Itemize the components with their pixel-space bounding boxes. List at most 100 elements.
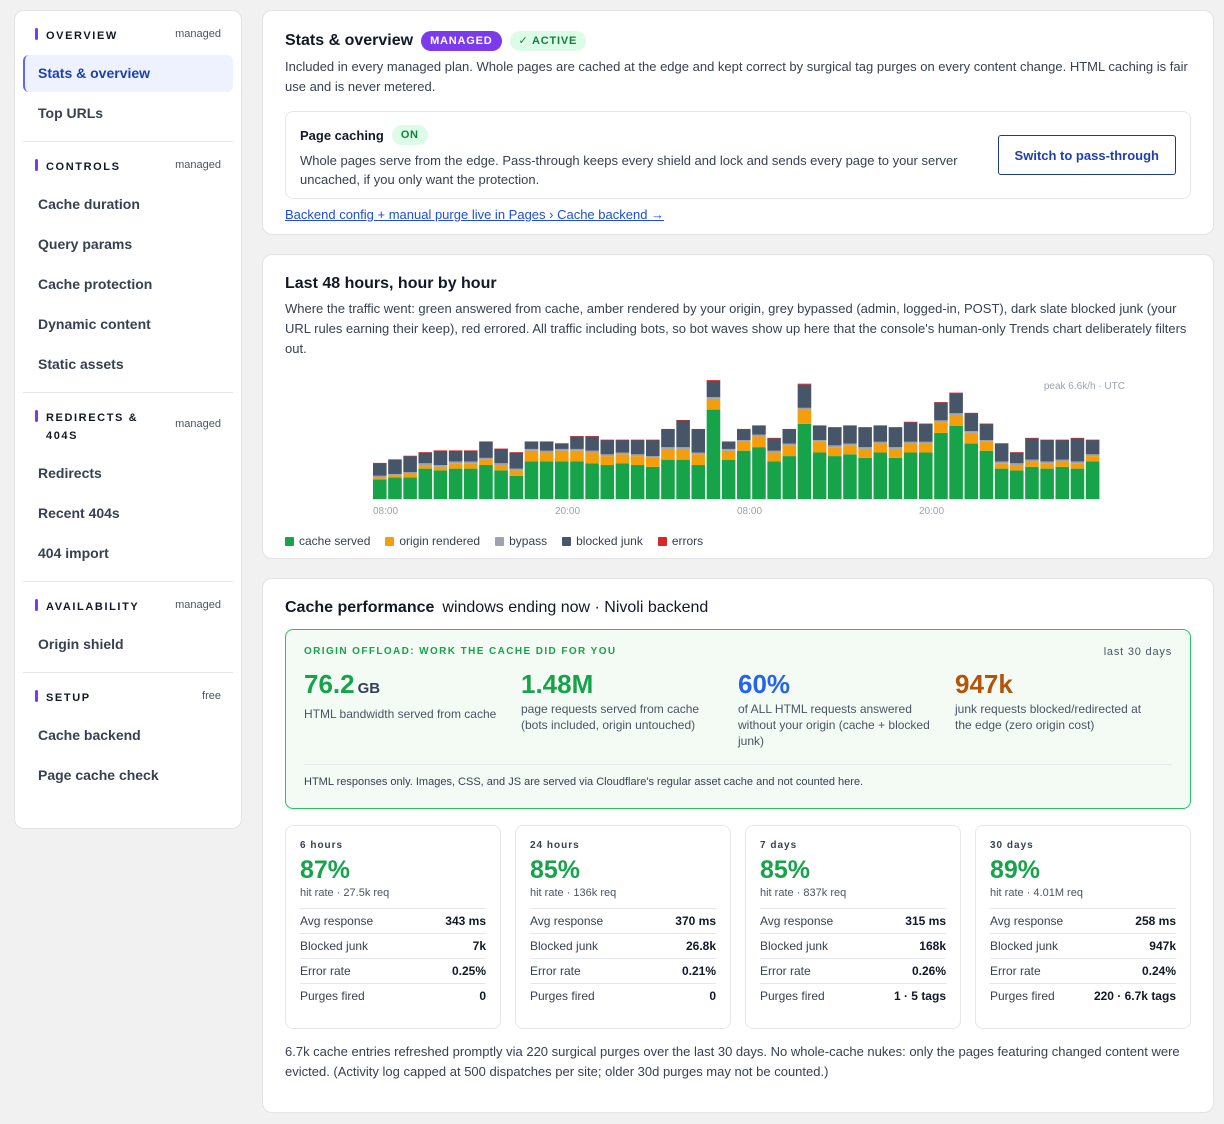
sidebar-item-stats-overview[interactable]: Stats & overview <box>23 55 233 92</box>
bar-segment-blocked-junk <box>767 438 781 451</box>
sidebar-group-overview: OVERVIEW managed Stats & overview Top UR… <box>23 11 233 142</box>
sidebar-item-origin-shield[interactable]: Origin shield <box>38 636 124 652</box>
bar-segment-bypass <box>1010 463 1024 466</box>
sidebar-item-cache-backend[interactable]: Cache backend <box>38 727 141 743</box>
stat-value: 343 ms <box>445 914 486 928</box>
bar-segment-origin-rendered <box>706 398 721 410</box>
bar-segment-blocked-junk <box>448 450 463 462</box>
cache-backend-link[interactable]: Backend config + manual purge live in Pa… <box>285 207 665 222</box>
bar-segment-origin-rendered <box>1025 461 1039 467</box>
sidebar-group-header: AVAILABILITY managed <box>23 594 233 626</box>
bar-segment-blocked-junk <box>721 441 736 449</box>
sidebar-item-page-cache-check[interactable]: Page cache check <box>38 767 159 783</box>
x-tick-label: 08:00 <box>737 506 762 517</box>
group-accent-bar <box>35 159 38 171</box>
table-row: Purges fired 220 · 6.7k tags <box>990 984 1176 1009</box>
legend-swatch <box>657 536 667 546</box>
bar-segment-bypass <box>979 440 994 442</box>
bar-segment-blocked-junk <box>888 427 903 448</box>
offload-title: ORIGIN OFFLOAD: WORK THE CACHE DID FOR Y… <box>304 646 617 657</box>
bar-segment-bypass <box>539 450 554 453</box>
bar-segment-errors <box>600 439 615 441</box>
sidebar-item-recent-404s[interactable]: Recent 404s <box>38 505 120 521</box>
bar-segment-origin-rendered <box>570 450 584 462</box>
legend-label: cache served <box>299 534 371 548</box>
sidebar-item-dynamic-content[interactable]: Dynamic content <box>38 316 151 332</box>
stat-label: Purges fired <box>530 989 595 1003</box>
bar-segment-cache-served <box>964 443 979 499</box>
sidebar-group-title: CONTROLS <box>46 161 121 173</box>
legend-swatch <box>562 536 572 546</box>
bar-segment-blocked-junk <box>539 441 554 451</box>
bar-segment-origin-rendered <box>858 448 872 458</box>
bar-segment-origin-rendered <box>737 441 751 451</box>
bar-segment-errors <box>1040 439 1054 441</box>
time-windows: 6 hours 87% hit rate · 27.5k req Avg respon… <box>285 825 1191 1029</box>
window-label: 6 hours <box>300 840 344 851</box>
bar-segment-origin-rendered <box>888 448 903 458</box>
bar-segment-origin-rendered <box>418 465 433 469</box>
bar-segment-blocked-junk <box>570 436 584 449</box>
table-row: Blocked junk 947k <box>990 934 1176 959</box>
bar-segment-errors <box>509 452 524 453</box>
bar-segment-blocked-junk <box>1070 438 1085 462</box>
window-label: 30 days <box>990 840 1034 851</box>
window-card: 6 hours 87% hit rate · 27.5k req Avg respon… <box>285 825 501 1029</box>
page-title: Stats & overview <box>285 32 414 49</box>
page-caching-label: Page caching <box>300 127 384 143</box>
bar-segment-origin-rendered <box>812 441 827 453</box>
bar-segment-origin-rendered <box>646 457 660 467</box>
bar-segment-blocked-junk <box>661 429 675 448</box>
legend-label: errors <box>671 534 704 548</box>
sidebar-item-query-params[interactable]: Query params <box>38 236 133 252</box>
page-caching-panel: Page caching ON Whole pages serve from t… <box>285 111 1191 199</box>
stat-label: Purges fired <box>300 989 365 1003</box>
bar-segment-cache-served <box>737 450 751 499</box>
table-row: Purges fired 1 · 5 tags <box>760 984 946 1009</box>
metric-value: 947k <box>955 669 1013 699</box>
sidebar-item-404-import[interactable]: 404 import <box>38 545 109 561</box>
stat-label: Blocked junk <box>990 939 1059 953</box>
bar-segment-cache-served <box>661 459 675 499</box>
window-stats-table: Avg response 343 ms Blocked junk 7k Error ra… <box>300 908 486 1009</box>
stat-value: 7k <box>472 939 486 953</box>
group-accent-bar <box>35 690 38 702</box>
metric-number: 76.2 <box>304 669 355 699</box>
sidebar-item-redirects[interactable]: Redirects <box>38 465 102 481</box>
sidebar-group-title: OVERVIEW <box>46 30 118 42</box>
stat-value: 0.24% <box>1141 964 1176 978</box>
x-tick-label: 20:00 <box>919 506 944 517</box>
bar-segment-blocked-junk <box>873 425 888 442</box>
window-stats-table: Avg response 370 ms Blocked junk 26.8k Error… <box>530 908 716 1009</box>
legend-swatch <box>495 536 505 546</box>
bar-segment-bypass <box>1025 459 1039 462</box>
page-caching-description: Whole pages serve from the edge. Pass-th… <box>300 153 958 187</box>
sidebar-item-top-urls[interactable]: Top URLs <box>38 105 104 121</box>
group-accent-bar <box>35 599 38 611</box>
switch-to-pass-through-button[interactable]: Switch to pass-through <box>997 135 1176 175</box>
bar-segment-origin-rendered <box>630 456 645 466</box>
bar-segment-bypass <box>797 407 812 410</box>
bar-segment-origin-rendered <box>782 445 797 457</box>
legend-swatch <box>385 536 395 546</box>
bar-segment-bypass <box>828 445 842 448</box>
bar-segment-origin-rendered <box>828 447 842 457</box>
metric-value: 76.2 GB <box>304 669 521 704</box>
sidebar-group-tag: managed <box>175 418 221 430</box>
origin-offload-panel: ORIGIN OFFLOAD: WORK THE CACHE DID FOR Y… <box>285 629 1191 809</box>
traffic-description: Where the traffic went: green answered f… <box>285 301 1187 356</box>
bar-segment-origin-rendered <box>403 473 417 478</box>
bar-segment-errors <box>403 455 417 457</box>
sidebar-item-cache-duration[interactable]: Cache duration <box>38 196 140 212</box>
bar-segment-errors <box>448 450 463 451</box>
sidebar-item-cache-protection[interactable]: Cache protection <box>38 276 153 292</box>
table-row: Error rate 0.21% <box>530 959 716 984</box>
bar-segment-origin-rendered <box>691 454 706 466</box>
bar-segment-errors <box>555 443 569 444</box>
table-row: Blocked junk 26.8k <box>530 934 716 959</box>
offload-metric: 947k junk requests blocked/redirected at… <box>955 669 1172 749</box>
bar-segment-origin-rendered <box>752 436 766 448</box>
bar-segment-cache-served <box>1025 466 1039 499</box>
sidebar-item-static-assets[interactable]: Static assets <box>38 356 124 372</box>
bar-segment-cache-served <box>570 461 584 499</box>
